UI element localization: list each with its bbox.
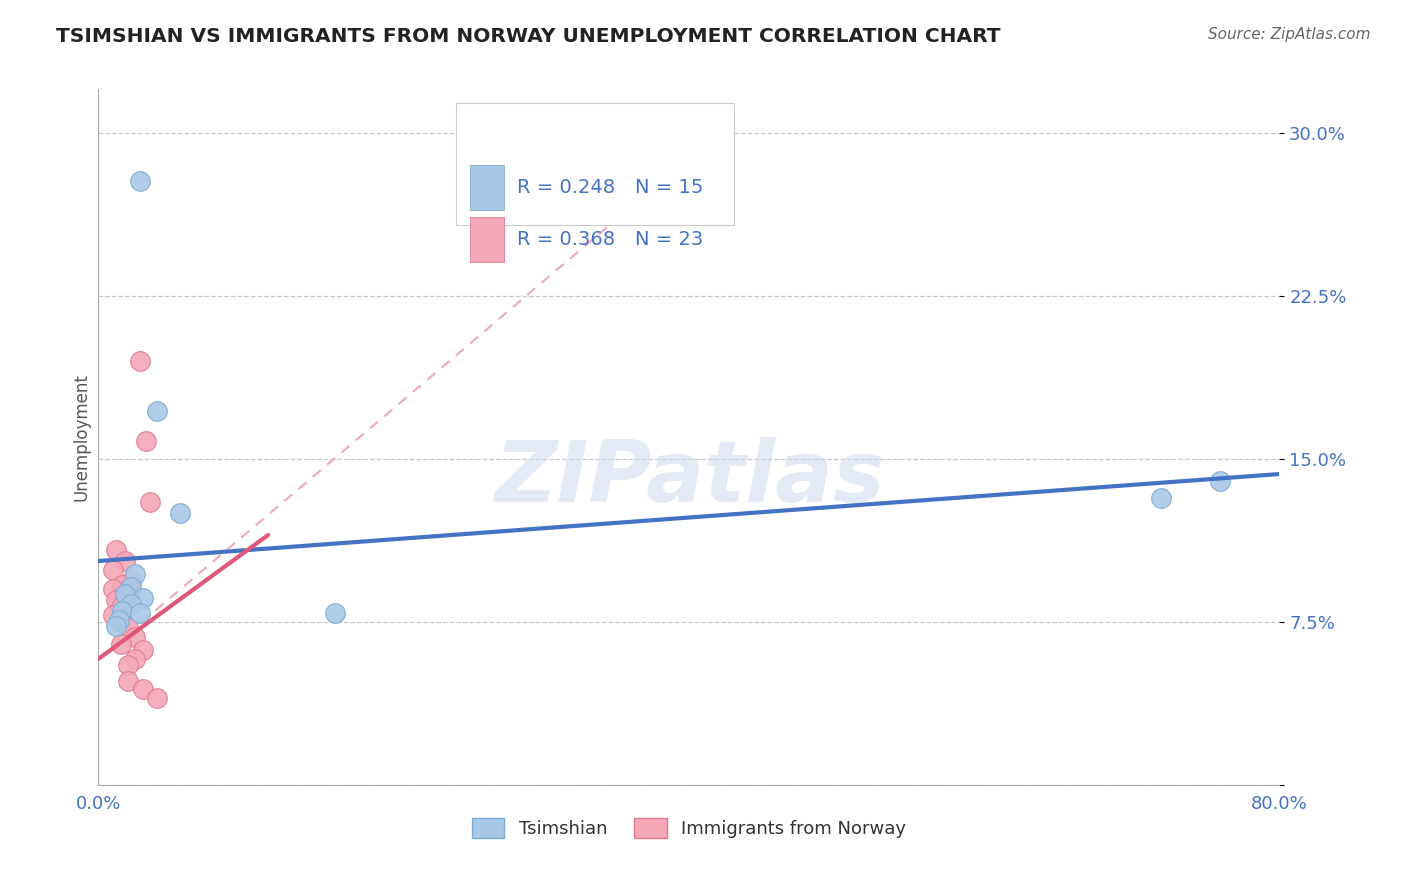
Point	[103, 582, 125, 597]
Point	[111, 578, 134, 592]
Point	[105, 543, 128, 558]
Point	[132, 682, 155, 697]
Point	[117, 673, 139, 688]
Point	[1150, 491, 1173, 505]
Text: R = 0.368: R = 0.368	[517, 230, 614, 249]
Point	[1209, 474, 1232, 488]
Point	[124, 630, 146, 644]
Point	[128, 354, 150, 368]
Legend: Tsimshian, Immigrants from Norway: Tsimshian, Immigrants from Norway	[464, 811, 914, 846]
Point	[103, 608, 125, 623]
Point	[120, 580, 142, 594]
Point	[124, 652, 146, 666]
Point	[132, 591, 155, 605]
Point	[105, 593, 128, 607]
Point	[110, 637, 132, 651]
Point	[114, 587, 136, 601]
FancyBboxPatch shape	[471, 165, 503, 211]
Point	[120, 598, 142, 612]
Point	[110, 615, 132, 629]
Point	[128, 606, 150, 620]
Point	[146, 690, 169, 705]
Text: TSIMSHIAN VS IMMIGRANTS FROM NORWAY UNEMPLOYMENT CORRELATION CHART: TSIMSHIAN VS IMMIGRANTS FROM NORWAY UNEM…	[56, 27, 1001, 45]
Point	[117, 658, 139, 673]
Point	[169, 506, 191, 520]
Point	[114, 589, 136, 603]
Text: ZIPatlas: ZIPatlas	[494, 437, 884, 520]
Point	[135, 434, 157, 449]
Point	[139, 495, 162, 509]
Point	[110, 599, 132, 614]
Point	[108, 613, 131, 627]
Point	[103, 563, 125, 577]
Point	[111, 604, 134, 618]
Point	[114, 554, 136, 568]
Point	[120, 574, 142, 588]
Point	[105, 619, 128, 633]
Point	[132, 643, 155, 657]
Y-axis label: Unemployment: Unemployment	[72, 373, 90, 501]
Point	[146, 404, 169, 418]
Point	[117, 621, 139, 635]
Text: R = 0.248: R = 0.248	[517, 178, 614, 197]
Text: Source: ZipAtlas.com: Source: ZipAtlas.com	[1208, 27, 1371, 42]
FancyBboxPatch shape	[471, 217, 503, 262]
Text: N = 23: N = 23	[636, 230, 703, 249]
Text: N = 15: N = 15	[636, 178, 703, 197]
Point	[323, 606, 346, 620]
Point	[128, 173, 150, 187]
Point	[124, 567, 146, 582]
FancyBboxPatch shape	[457, 103, 734, 225]
